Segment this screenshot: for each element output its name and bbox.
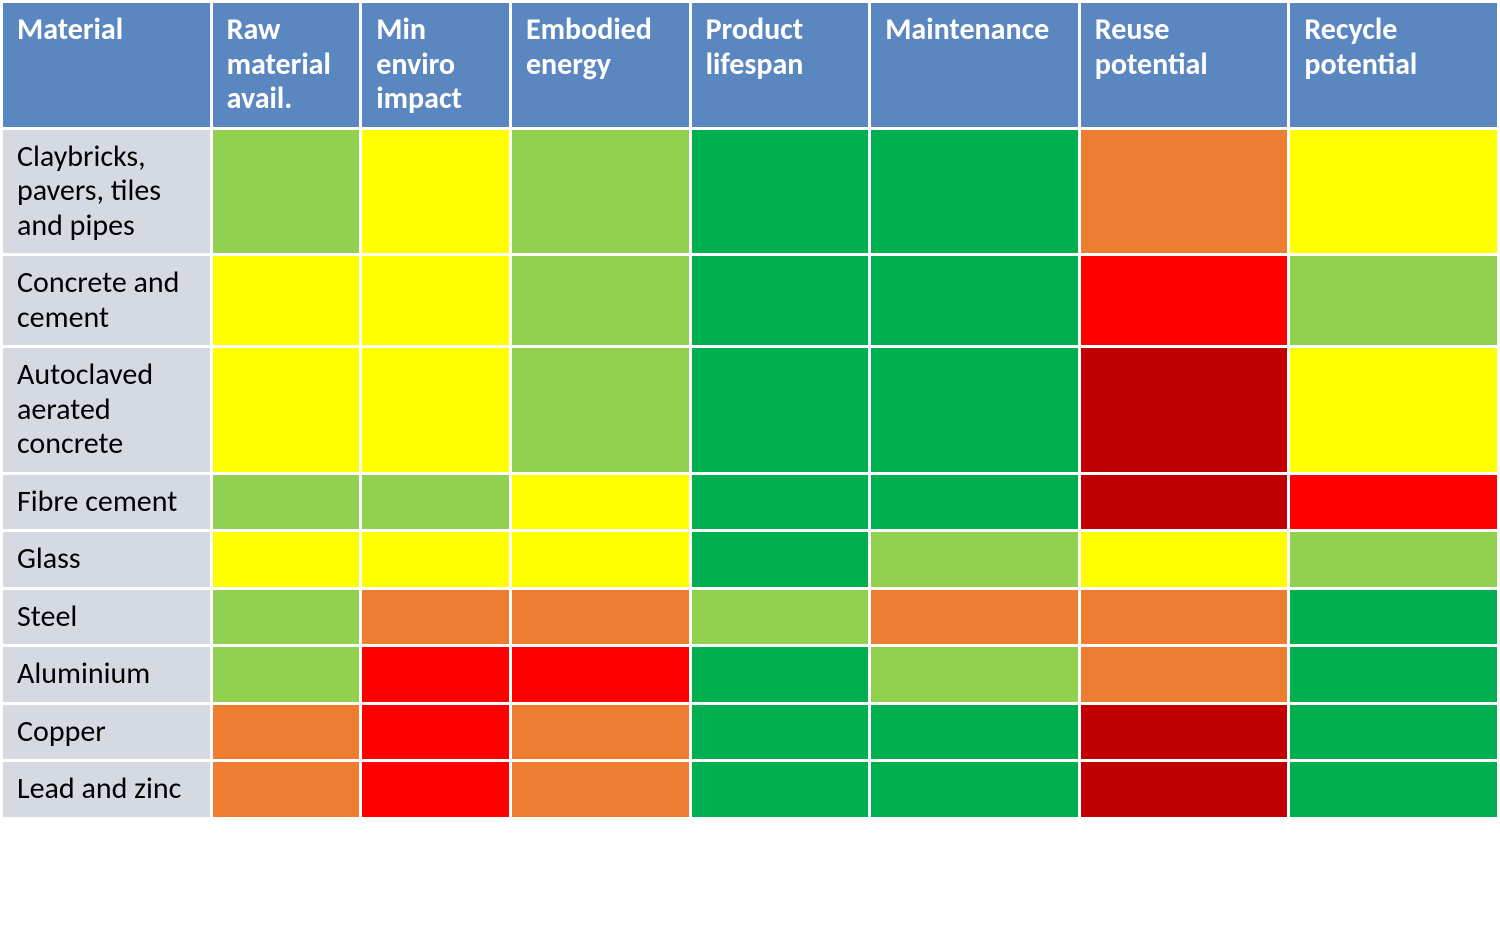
- cell-raw: [211, 646, 361, 704]
- cell-maint: [870, 761, 1080, 819]
- cell-reuse: [1079, 761, 1289, 819]
- table-row: Lead and zinc: [2, 761, 1499, 819]
- cell-lifespan: [690, 473, 870, 531]
- cell-reuse: [1079, 646, 1289, 704]
- cell-enviro: [361, 128, 511, 255]
- cell-lifespan: [690, 531, 870, 589]
- cell-maint: [870, 588, 1080, 646]
- table-row: Fibre cement: [2, 473, 1499, 531]
- cell-raw: [211, 761, 361, 819]
- cell-enviro: [361, 473, 511, 531]
- table-row: Concrete and cement: [2, 255, 1499, 347]
- cell-enviro: [361, 703, 511, 761]
- cell-recycle: [1289, 473, 1499, 531]
- table-row: Glass: [2, 531, 1499, 589]
- col-header-embodied: Embodied energy: [510, 2, 690, 129]
- col-header-lifespan: Product lifespan: [690, 2, 870, 129]
- col-header-enviro: Min enviro impact: [361, 2, 511, 129]
- cell-raw: [211, 473, 361, 531]
- col-header-maint: Maintenance: [870, 2, 1080, 129]
- cell-maint: [870, 703, 1080, 761]
- table-row: Copper: [2, 703, 1499, 761]
- cell-embodied: [510, 531, 690, 589]
- cell-lifespan: [690, 347, 870, 474]
- cell-lifespan: [690, 588, 870, 646]
- cell-recycle: [1289, 128, 1499, 255]
- col-header-recycle: Recycle potential: [1289, 2, 1499, 129]
- cell-maint: [870, 646, 1080, 704]
- cell-recycle: [1289, 761, 1499, 819]
- cell-raw: [211, 531, 361, 589]
- materials-heatmap-table: MaterialRaw material avail.Min enviro im…: [0, 0, 1500, 820]
- cell-enviro: [361, 531, 511, 589]
- row-header: Aluminium: [2, 646, 212, 704]
- cell-maint: [870, 128, 1080, 255]
- cell-maint: [870, 531, 1080, 589]
- cell-recycle: [1289, 531, 1499, 589]
- table-body: Claybricks, pavers, tiles and pipesConcr…: [2, 128, 1499, 818]
- cell-lifespan: [690, 761, 870, 819]
- cell-embodied: [510, 646, 690, 704]
- table-row: Claybricks, pavers, tiles and pipes: [2, 128, 1499, 255]
- row-header: Glass: [2, 531, 212, 589]
- cell-recycle: [1289, 703, 1499, 761]
- cell-embodied: [510, 761, 690, 819]
- cell-enviro: [361, 255, 511, 347]
- cell-recycle: [1289, 588, 1499, 646]
- row-header: Fibre cement: [2, 473, 212, 531]
- cell-embodied: [510, 255, 690, 347]
- col-header-raw: Raw material avail.: [211, 2, 361, 129]
- cell-enviro: [361, 761, 511, 819]
- cell-lifespan: [690, 128, 870, 255]
- table-header-row: MaterialRaw material avail.Min enviro im…: [2, 2, 1499, 129]
- cell-reuse: [1079, 531, 1289, 589]
- cell-raw: [211, 347, 361, 474]
- cell-lifespan: [690, 703, 870, 761]
- cell-enviro: [361, 588, 511, 646]
- cell-recycle: [1289, 347, 1499, 474]
- table-row: Steel: [2, 588, 1499, 646]
- cell-reuse: [1079, 473, 1289, 531]
- cell-enviro: [361, 347, 511, 474]
- row-header: Autoclaved aerated concrete: [2, 347, 212, 474]
- cell-reuse: [1079, 347, 1289, 474]
- cell-recycle: [1289, 255, 1499, 347]
- cell-reuse: [1079, 255, 1289, 347]
- cell-raw: [211, 255, 361, 347]
- table-row: Aluminium: [2, 646, 1499, 704]
- row-header: Concrete and cement: [2, 255, 212, 347]
- col-header-material: Material: [2, 2, 212, 129]
- cell-raw: [211, 128, 361, 255]
- cell-maint: [870, 473, 1080, 531]
- cell-lifespan: [690, 646, 870, 704]
- cell-recycle: [1289, 646, 1499, 704]
- cell-enviro: [361, 646, 511, 704]
- cell-embodied: [510, 473, 690, 531]
- cell-maint: [870, 347, 1080, 474]
- row-header: Lead and zinc: [2, 761, 212, 819]
- heatmap-container: MaterialRaw material avail.Min enviro im…: [0, 0, 1500, 820]
- cell-embodied: [510, 128, 690, 255]
- cell-embodied: [510, 588, 690, 646]
- cell-reuse: [1079, 703, 1289, 761]
- row-header: Steel: [2, 588, 212, 646]
- cell-maint: [870, 255, 1080, 347]
- row-header: Claybricks, pavers, tiles and pipes: [2, 128, 212, 255]
- cell-lifespan: [690, 255, 870, 347]
- col-header-reuse: Reuse potential: [1079, 2, 1289, 129]
- cell-reuse: [1079, 128, 1289, 255]
- cell-raw: [211, 588, 361, 646]
- row-header: Copper: [2, 703, 212, 761]
- cell-raw: [211, 703, 361, 761]
- cell-reuse: [1079, 588, 1289, 646]
- table-row: Autoclaved aerated concrete: [2, 347, 1499, 474]
- cell-embodied: [510, 347, 690, 474]
- cell-embodied: [510, 703, 690, 761]
